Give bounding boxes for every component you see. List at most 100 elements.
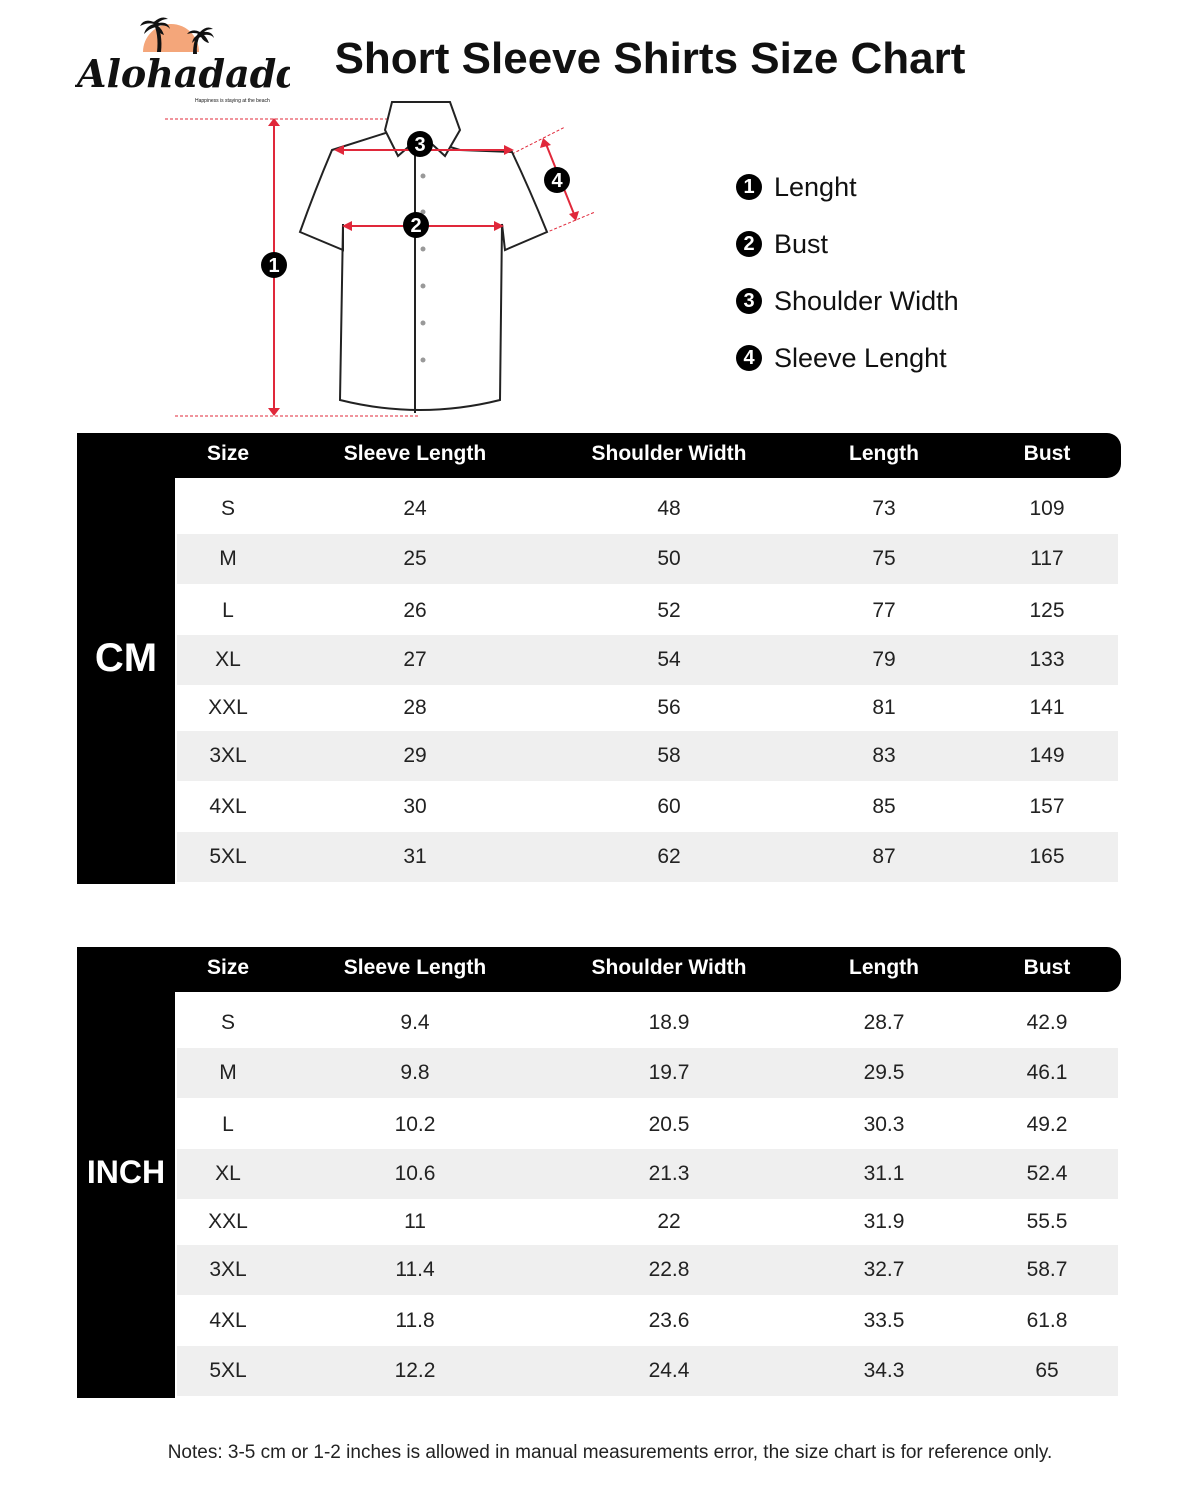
table-cell: 141 — [1029, 696, 1065, 719]
table-row: M 25 50 75 117 — [177, 534, 1118, 584]
svg-text:2: 2 — [410, 215, 421, 237]
table-cell: 65 — [1035, 1359, 1059, 1382]
column-header: Bust — [1023, 442, 1071, 465]
table-cell: 58.7 — [1026, 1258, 1068, 1281]
table-cell: 23.6 — [648, 1309, 690, 1332]
table-cell: 27 — [403, 648, 427, 671]
table-cell: 11 — [404, 1210, 426, 1233]
table-cell: 22.8 — [648, 1258, 690, 1281]
table-cell: 30.3 — [863, 1113, 905, 1136]
table-cell: 52.4 — [1026, 1162, 1068, 1185]
table-cell: L — [222, 599, 234, 622]
column-header: Bust — [1023, 956, 1071, 979]
legend-item-bust: 2 Bust — [736, 229, 959, 259]
svg-text:Happiness is staying at the be: Happiness is staying at the beach — [195, 98, 270, 104]
number-1-icon: 1 — [736, 174, 762, 200]
table-cell: 11.4 — [395, 1258, 435, 1281]
table-cell: M — [219, 547, 237, 570]
table-cell: 73 — [872, 497, 896, 520]
table-cell: 4XL — [209, 795, 247, 818]
table-cell: 109 — [1029, 497, 1065, 520]
table-cell: 31.9 — [863, 1210, 905, 1233]
shirt-measurement-diagram: 1 2 3 4 — [165, 101, 596, 417]
table-cell: L — [222, 1113, 234, 1136]
table-cell: XXL — [208, 696, 248, 719]
table-cell: XL — [215, 1162, 241, 1185]
table-row: M 9.8 19.7 29.5 46.1 — [177, 1048, 1118, 1098]
table-cell: 21.3 — [648, 1162, 690, 1185]
table-cell: 29 — [403, 744, 427, 767]
svg-text:Alohadaddy: Alohadaddy — [75, 51, 290, 96]
table-cell: 10.2 — [394, 1113, 436, 1136]
table-cell: 61.8 — [1026, 1309, 1068, 1332]
table-header: Size Sleeve Length Shoulder Width Length Bus… — [175, 433, 1121, 478]
table-cell: M — [219, 1061, 237, 1084]
table-cell: 34.3 — [863, 1359, 905, 1382]
table-row: XXL 11 22 31.9 55.5 — [177, 1197, 1118, 1247]
column-header: Length — [849, 956, 919, 979]
table-cell: 56 — [657, 696, 681, 719]
table-cell: S — [220, 1011, 236, 1034]
number-3-icon: 3 — [736, 288, 762, 314]
table-cell: 4XL — [209, 1309, 247, 1332]
table-cell: S — [220, 497, 236, 520]
table-cell: 85 — [872, 795, 896, 818]
table-cell: 50 — [657, 547, 681, 570]
svg-text:4: 4 — [551, 170, 563, 192]
table-cell: 46.1 — [1026, 1061, 1068, 1084]
table-cell: 52 — [657, 599, 681, 622]
notes-text: Notes: 3-5 cm or 1-2 inches is allowed i… — [167, 1442, 1053, 1463]
table-cell: 125 — [1029, 599, 1065, 622]
column-header: Shoulder Width — [591, 442, 747, 465]
table-cell: 62 — [657, 845, 681, 868]
table-cell: 9.8 — [400, 1061, 430, 1084]
legend-item-length: 1 Lenght — [736, 172, 959, 202]
table-cell: 9.4 — [400, 1011, 430, 1034]
svg-text:1: 1 — [268, 255, 279, 277]
table-row: S 9.4 18.9 28.7 42.9 — [177, 998, 1118, 1048]
table-row: L 10.2 20.5 30.3 49.2 — [177, 1100, 1118, 1150]
table-cell: XL — [215, 648, 241, 671]
table-cell: 28 — [403, 696, 427, 719]
table-cell: 3XL — [209, 1258, 247, 1281]
table-header: Size Sleeve Length Shoulder Width Length Bus… — [175, 947, 1121, 992]
table-cell: 117 — [1030, 547, 1064, 570]
table-row: S 24 48 73 109 — [177, 484, 1118, 534]
table-row: 5XL 31 62 87 165 — [177, 832, 1118, 882]
column-header: Sleeve Length — [343, 442, 487, 465]
measurement-legend: 1 Lenght 2 Bust 3 Shoulder Width 4 Sleeve Le… — [736, 172, 959, 400]
table-row: 3XL 29 58 83 149 — [177, 731, 1118, 781]
table-cell: 11.8 — [395, 1309, 435, 1332]
table-cell: 54 — [657, 648, 681, 671]
table-cell: 30 — [403, 795, 427, 818]
legend-item-sleeve-length: 4 Sleeve Lenght — [736, 343, 959, 373]
page-title: Short Sleeve Shirts Size Chart — [334, 34, 966, 83]
table-row: 4XL 30 60 85 157 — [177, 782, 1118, 832]
table-row: 4XL 11.8 23.6 33.5 61.8 — [177, 1296, 1118, 1346]
table-cell: 31.1 — [863, 1162, 905, 1185]
alohadaddy-logo: Alohadaddy Happiness is staying at the b… — [75, 17, 290, 104]
table-cell: 24 — [403, 497, 427, 520]
table-cell: 77 — [872, 599, 896, 622]
table-cell: 75 — [872, 547, 896, 570]
table-row: XXL 28 56 81 141 — [177, 683, 1118, 733]
unit-label-cm: CM — [77, 433, 175, 884]
table-cell: 26 — [403, 599, 427, 622]
table-cell: 22 — [657, 1210, 681, 1233]
table-cell: 133 — [1029, 648, 1065, 671]
table-cell: XXL — [208, 1210, 248, 1233]
table-cell: 29.5 — [863, 1061, 905, 1084]
svg-text:3: 3 — [414, 134, 425, 156]
table-cell: 3XL — [209, 744, 247, 767]
column-header: Shoulder Width — [591, 956, 747, 979]
column-header: Length — [849, 442, 919, 465]
legend-item-shoulder-width: 3 Shoulder Width — [736, 286, 959, 316]
table-cell: 165 — [1029, 845, 1065, 868]
table-cell: 49.2 — [1026, 1113, 1068, 1136]
table-cell: 87 — [872, 845, 896, 868]
table-cell: 79 — [872, 648, 896, 671]
table-row: XL 10.6 21.3 31.1 52.4 — [177, 1149, 1118, 1199]
table-cell: 33.5 — [863, 1309, 905, 1332]
table-row: 3XL 11.4 22.8 32.7 58.7 — [177, 1245, 1118, 1295]
